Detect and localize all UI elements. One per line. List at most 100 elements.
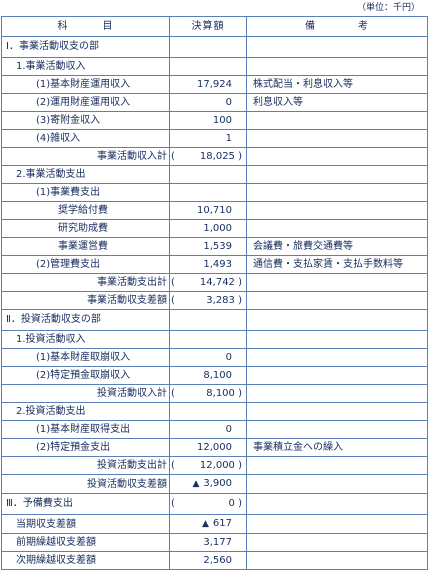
row-amount: 1,493 [169,255,247,274]
section-row: Ⅱ．投資活動収支の部 [1,309,428,331]
row-note [246,309,428,331]
unit-note: （単位：千円） [356,3,420,13]
row-label: 事業活動支出計 [1,273,170,292]
row-note [246,219,428,238]
row-note [246,420,428,439]
row-note: 利息収入等 [246,93,428,112]
row-amount [169,402,247,421]
row-amount: 10,710 [169,201,247,220]
row-label: (1)基本財産取得支出 [1,420,170,439]
header-subject: 科目 [1,16,170,37]
total-row: 当期収支差額 ▲ 617 [1,514,428,534]
row-label: Ⅲ．予備費支出 [1,493,170,515]
row-label: (1)基本財産運用収入 [1,75,170,94]
deficit-triangle-icon: ▲ [192,479,200,489]
row-amount [169,183,247,202]
row-amount: ▲ 617 [169,514,247,534]
row-amount: (8,100 ) [169,384,247,403]
row-label: (2)特定預金支出 [1,438,170,457]
total-row: 前期繰越収支差額 3,177 [1,533,428,552]
row-note [246,129,428,148]
row-note [246,36,428,58]
row-amount [169,309,247,331]
table-row: 2.投資活動支出 [1,402,428,421]
row-amount: 3,177 [169,533,247,552]
table-row: (2)運用財産運用収入 0 利息収入等 [1,93,428,112]
header-note: 備考 [246,16,428,37]
row-amount: 100 [169,111,247,130]
row-label: 次期繰越収支差額 [1,551,170,570]
row-note [246,514,428,534]
row-label: 投資活動収入計 [1,384,170,403]
row-label: 事業活動収支差額 [1,291,170,310]
total-row: 次期繰越収支差額 2,560 [1,551,428,570]
row-note [246,147,428,166]
row-label: 投資活動収支差額 [1,474,170,494]
table-row: 1.投資活動収入 [1,330,428,349]
row-amount: 17,924 [169,75,247,94]
row-amount [169,57,247,76]
row-amount: 1,000 [169,219,247,238]
row-label: (1)基本財産取崩収入 [1,348,170,367]
row-amount: 0 [169,348,247,367]
row-note [246,366,428,385]
table-row: (2)管理費支出 1,493 通信費・支払家賃・支払手数料等 [1,255,428,274]
row-note: 株式配当・利息収入等 [246,75,428,94]
row-label: 前期繰越収支差額 [1,533,170,552]
row-amount: (12,000 ) [169,456,247,475]
table-row: (1)基本財産取崩収入 0 [1,348,428,367]
row-note [246,551,428,570]
row-note [246,493,428,515]
row-label: (4)雑収入 [1,129,170,148]
table-row: 1.事業活動収入 [1,57,428,76]
row-amount: (0 ) [169,493,247,515]
row-note [246,165,428,184]
table-row: (1)基本財産取得支出 0 [1,420,428,439]
row-amount: (14,742 ) [169,273,247,292]
header-amount: 決算額 [169,16,247,37]
row-note [246,273,428,292]
row-label: 2.事業活動支出 [1,165,170,184]
row-amount: (3,283 ) [169,291,247,310]
row-amount: ▲ 3,900 [169,474,247,494]
row-label: (2)運用財産運用収入 [1,93,170,112]
table-row: (2)特定預金取崩収入 8,100 [1,366,428,385]
subtotal-row: 投資活動収支差額 ▲ 3,900 [1,474,428,494]
row-amount: 1 [169,129,247,148]
subtotal-row: 事業活動収支差額 (3,283 ) [1,291,428,310]
row-amount: 2,560 [169,551,247,570]
row-label: (3)寄附金収入 [1,111,170,130]
row-note [246,57,428,76]
row-note: 事業積立金への繰入 [246,438,428,457]
table-row: (2)特定預金支出 12,000 事業積立金への繰入 [1,438,428,457]
row-label: (1)事業費支出 [1,183,170,202]
balance-table: 科目 決算額 備考 Ⅰ．事業活動収支の部 1.事業活動収入 (1)基本財産運用収… [1,16,428,570]
subtotal-row: 投資活動収入計 (8,100 ) [1,384,428,403]
row-amount: 0 [169,420,247,439]
row-note: 会議費・旅費交通費等 [246,237,428,256]
row-note [246,456,428,475]
subtotal-row: 事業活動収入計 (18,025 ) [1,147,428,166]
row-label: 1.投資活動収入 [1,330,170,349]
row-amount [169,330,247,349]
row-note [246,348,428,367]
row-note [246,533,428,552]
header-row: 科目 決算額 備考 [1,16,428,37]
section-row: Ⅰ．事業活動収支の部 [1,36,428,58]
subtotal-row: 事業活動支出計 (14,742 ) [1,273,428,292]
row-amount [169,36,247,58]
row-label: 事業活動収入計 [1,147,170,166]
row-amount [169,165,247,184]
row-label: 研究助成費 [1,219,170,238]
row-note [246,474,428,494]
row-label: (2)管理費支出 [1,255,170,274]
row-note [246,183,428,202]
table-row: 事業運営費 1,539 会議費・旅費交通費等 [1,237,428,256]
deficit-triangle-icon: ▲ [201,519,209,529]
row-label: Ⅰ．事業活動収支の部 [1,36,170,58]
row-note [246,384,428,403]
row-amount: 12,000 [169,438,247,457]
row-amount: 8,100 [169,366,247,385]
row-note [246,402,428,421]
table-row: 研究助成費 1,000 [1,219,428,238]
